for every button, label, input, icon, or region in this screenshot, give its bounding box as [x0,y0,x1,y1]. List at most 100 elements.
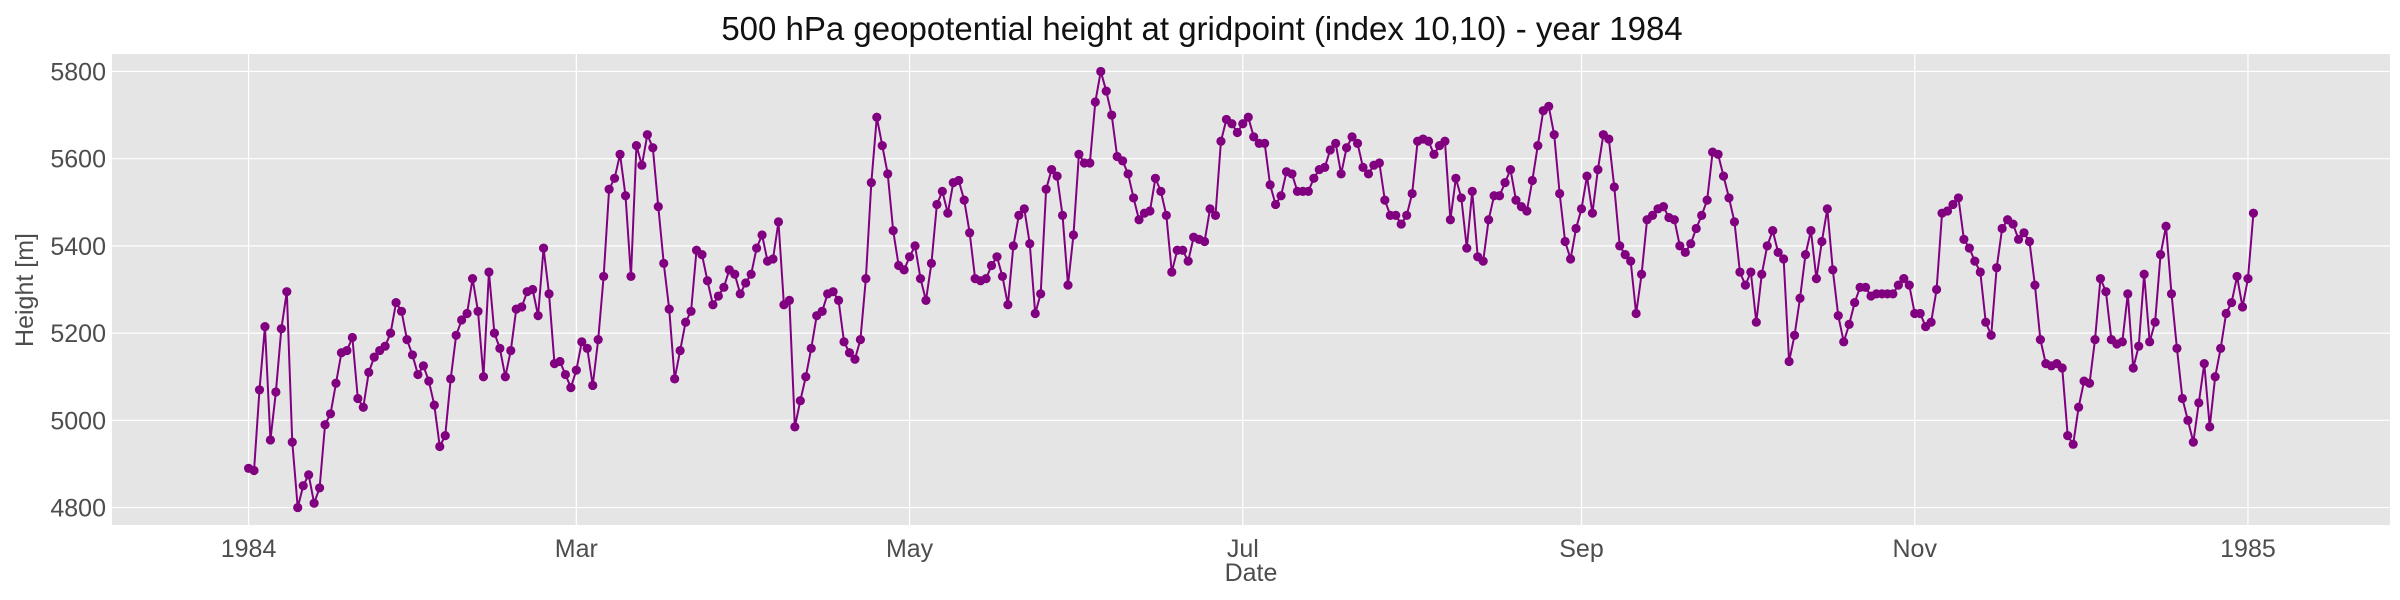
data-point [293,502,303,513]
data-point [675,345,685,356]
data-point [2216,343,2226,353]
data-point [719,282,729,292]
data-point [309,498,319,508]
data-point [626,271,636,282]
data-point [670,374,680,384]
data-point [768,254,778,264]
data-point [2090,335,2100,345]
data-point [249,465,259,476]
data-point [396,306,407,316]
data-point [391,297,401,308]
data-point [1391,210,1401,220]
data-point [1008,241,1018,251]
data-point [1970,256,1980,266]
data-point [757,230,767,240]
data-point [615,149,625,159]
data-point [1718,171,1729,181]
data-point [926,258,937,268]
data-point [910,241,920,251]
data-point [1320,162,1330,172]
data-point [839,337,849,347]
data-point [659,258,669,268]
data-point [986,260,997,271]
data-point [1713,149,1723,159]
data-point [1451,173,1461,183]
data-point [1729,217,1740,227]
data-point [828,287,838,297]
data-point [1658,202,1669,212]
data-point [1505,164,1516,175]
data-point [2150,317,2160,327]
data-point [271,387,281,397]
grid-lines [112,54,2390,525]
data-point [2205,422,2215,432]
data-point [2139,269,2149,279]
y-tick-label: 5200 [50,320,106,348]
data-point [899,265,909,275]
data-point [588,380,598,391]
y-tick-label: 5400 [50,233,106,261]
data-point [1243,112,1253,122]
data-point [2237,302,2248,312]
data-point [1773,247,1783,258]
data-point [331,378,341,388]
data-point [599,271,609,282]
x-axis-ticks: 1984 Mar May Jul Sep Nov 1985 [221,535,2276,563]
data-point [1669,215,1679,225]
data-point [1746,267,1756,277]
data-point [1057,210,1068,220]
data-point [1888,289,1898,299]
data-point [1636,269,1647,279]
data-point [888,226,898,236]
data-point [1019,204,1029,214]
data-point [2013,234,2024,244]
data-point [500,372,510,382]
y-axis-ticks: 4800 5000 5200 5400 5600 5800 [50,58,106,522]
data-point [533,311,543,321]
data-point [451,330,461,340]
data-point [992,252,1002,262]
data-point [478,372,489,382]
x-tick-label: Mar [555,535,598,563]
data-point [2123,289,2133,299]
data-point [1096,66,1106,77]
data-point [1680,247,1690,258]
data-point [1068,230,1079,240]
data-point [462,308,472,319]
data-point [1249,132,1259,142]
data-point [2177,393,2188,404]
data-point [1025,239,1035,249]
data-point [943,208,953,218]
data-point [467,274,478,284]
data-point [1440,136,1450,146]
data-point [1123,169,1133,179]
data-point [538,243,549,253]
data-point [446,374,456,384]
data-point [855,335,866,345]
data-point [1303,186,1313,196]
x-tick-label: 1985 [2220,535,2276,563]
data-point [1500,178,1510,188]
data-point [528,284,538,295]
data-point [386,328,396,338]
data-point [1817,236,1827,247]
data-point [1784,356,1794,367]
data-point [1276,191,1286,201]
data-point [353,393,363,404]
data-point [1374,158,1384,168]
plot-background [112,54,2390,525]
data-point [364,367,374,377]
data-point [653,202,663,212]
data-point [1904,280,1914,290]
data-point [1822,204,1832,214]
data-point [1751,317,1761,327]
x-tick-label: Sep [1559,535,1603,563]
data-point [1615,241,1625,251]
data-point [1036,289,1046,299]
data-point [997,271,1008,282]
data-point [1205,204,1215,214]
data-point [1560,236,1570,247]
data-point [2008,219,2018,229]
y-tick-label: 5600 [50,146,106,174]
